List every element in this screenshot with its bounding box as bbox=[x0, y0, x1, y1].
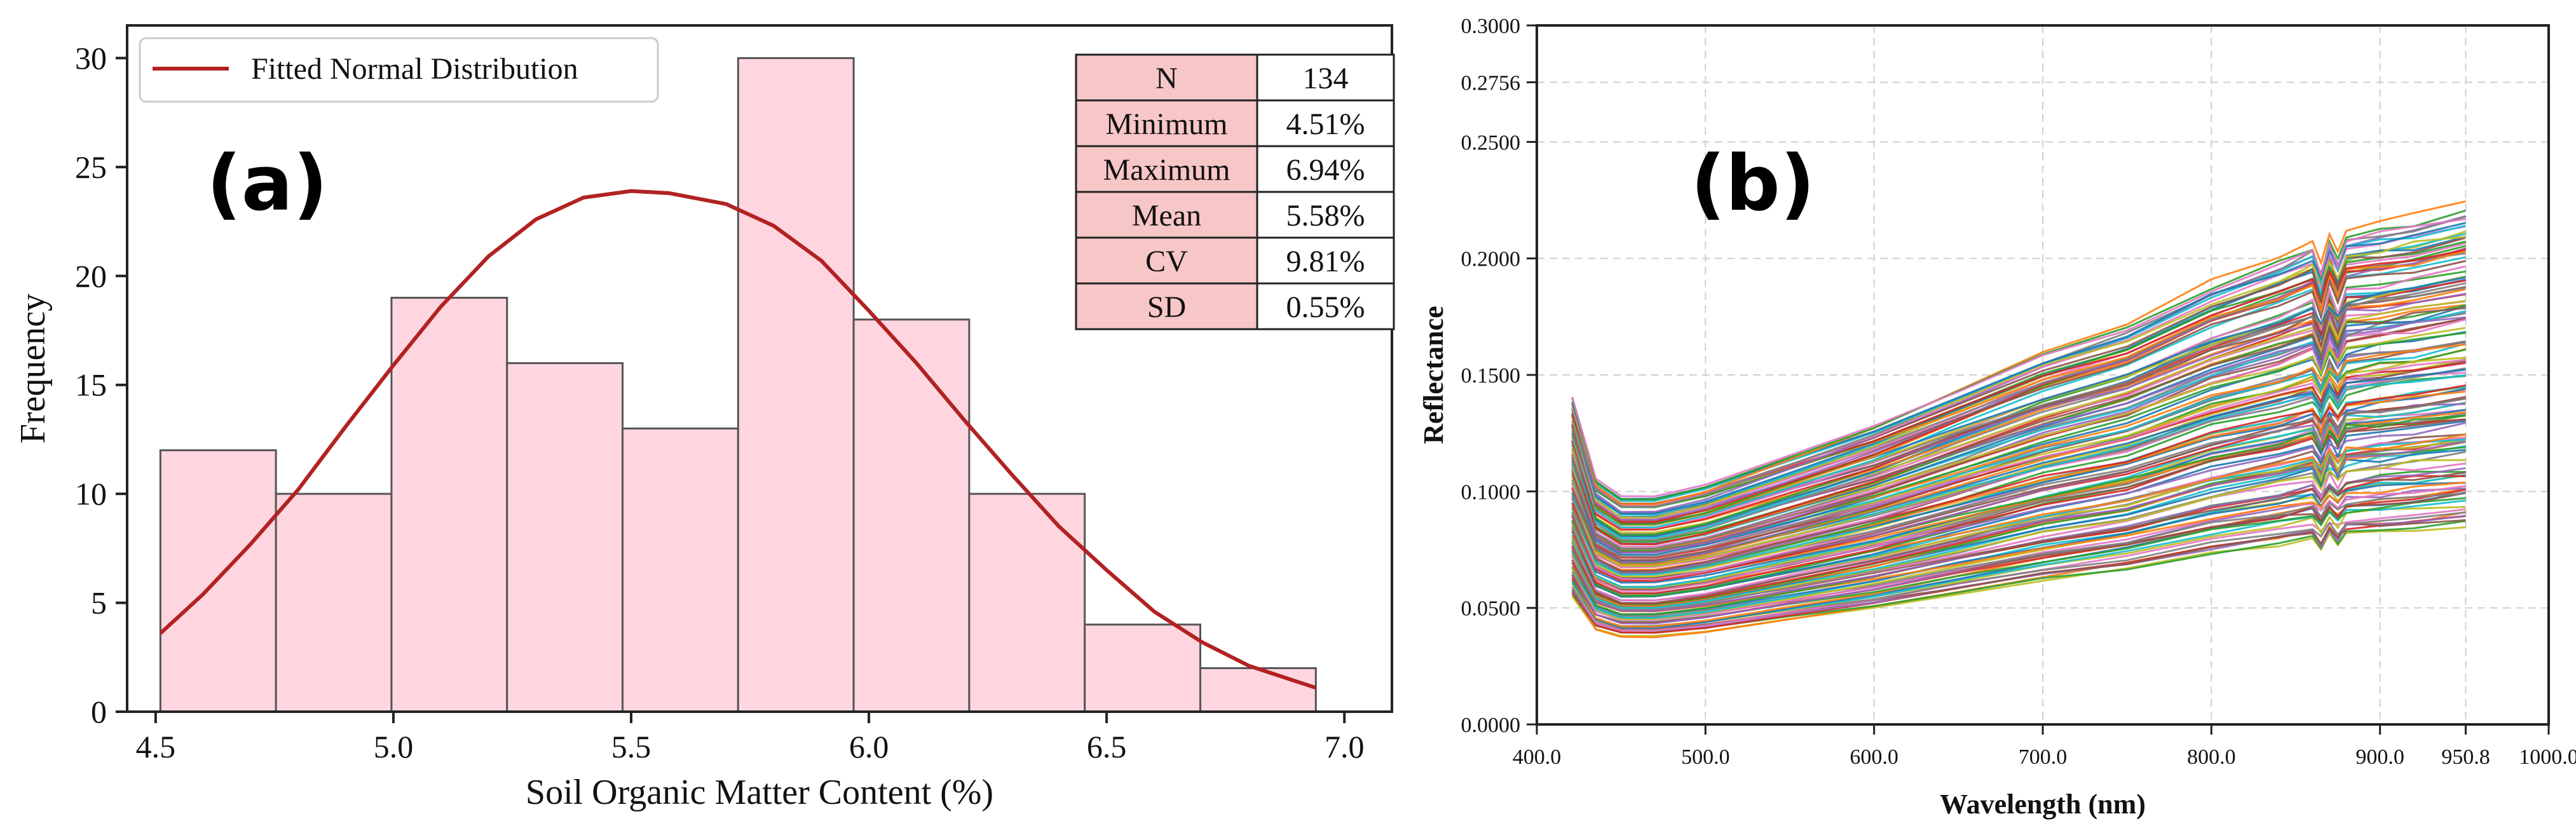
spectra-y-tick-label: 0.3000 bbox=[1461, 15, 1521, 38]
histogram-y-tick-label: 30 bbox=[75, 40, 107, 76]
spectra-panel: 400.0 500.0 600.0 700.0 800.0 900.0 950.8 1000.… bbox=[1418, 15, 2576, 820]
histogram-y-tick-label: 25 bbox=[75, 149, 107, 185]
spectra-x-tick-label: 600.0 bbox=[1850, 745, 1898, 769]
stats-value-n: 134 bbox=[1303, 62, 1349, 95]
statistics-table: N 134 Minimum 4.51% Maximum 6.94% Mean 5.58% CV 9… bbox=[1075, 53, 1395, 330]
spectra-x-tick-label: 700.0 bbox=[2019, 745, 2068, 769]
stats-value-cell bbox=[1256, 191, 1395, 239]
spectra-y-axis-label: Reflectance bbox=[1418, 306, 1449, 444]
stats-value-cv: 9.81% bbox=[1286, 245, 1365, 278]
spectrum-line-4 bbox=[1571, 515, 2466, 634]
histogram-bar-5 bbox=[622, 427, 739, 713]
spectrum-line-104 bbox=[1571, 279, 2466, 531]
histogram-y-tick-label: 20 bbox=[75, 258, 107, 294]
histogram-x-tick-label: 4.5 bbox=[136, 729, 176, 764]
stats-label-maximum: Maximum bbox=[1103, 153, 1230, 187]
stats-label-sd: SD bbox=[1147, 290, 1186, 324]
spectrum-line-17 bbox=[1571, 485, 2466, 621]
histogram-y-ticks: 0 5 10 15 20 25 30 bbox=[75, 40, 127, 730]
stats-label-minimum: Minimum bbox=[1105, 107, 1227, 141]
histogram-y-tick-label: 0 bbox=[91, 694, 107, 730]
spectrum-line-88 bbox=[1571, 312, 2466, 550]
stats-label-n: N bbox=[1155, 62, 1178, 95]
stats-value-sd: 0.55% bbox=[1286, 290, 1365, 324]
spectra-x-ticks: 400.0 500.0 600.0 700.0 800.0 900.0 950.8 1000.… bbox=[1513, 724, 2576, 769]
spectra-y-tick-label: 0.1500 bbox=[1461, 364, 1521, 388]
stats-label-cv: CV bbox=[1145, 245, 1188, 278]
spectra-x-axis-label: Wavelength (nm) bbox=[1940, 789, 2146, 820]
histogram-x-tick-label: 5.5 bbox=[611, 729, 651, 764]
stats-value-cell bbox=[1256, 53, 1395, 102]
spectra-y-tick-label: 0.0000 bbox=[1461, 714, 1521, 737]
histogram-x-tick-label: 6.0 bbox=[849, 729, 889, 764]
stats-label-cell bbox=[1075, 282, 1258, 330]
histogram-bar-2 bbox=[275, 492, 393, 713]
histogram-bar-7 bbox=[852, 318, 971, 713]
histogram-bar-9 bbox=[1084, 623, 1202, 713]
spectrum-line-132 bbox=[1571, 200, 2466, 505]
stats-label-mean: Mean bbox=[1132, 199, 1201, 233]
histogram-bar-3 bbox=[390, 297, 508, 713]
panel-a-label: (a) bbox=[207, 140, 328, 228]
histogram-y-tick-label: 10 bbox=[75, 476, 107, 512]
spectrum-line-7 bbox=[1571, 508, 2466, 632]
spectrum-line-115 bbox=[1571, 248, 2466, 521]
histogram-bar-4 bbox=[506, 362, 624, 713]
legend-entry-fitted-normal: Fitted Normal Distribution bbox=[251, 52, 578, 86]
histogram-x-tick-label: 7.0 bbox=[1325, 729, 1365, 764]
histogram-x-ticks: 4.5 5.0 5.5 6.0 6.5 7.0 bbox=[136, 712, 1365, 764]
spectrum-line-81 bbox=[1571, 330, 2466, 556]
spectra-x-tick-label: 1000.0 bbox=[2519, 745, 2576, 769]
spectra-y-tick-label: 0.2000 bbox=[1461, 248, 1521, 271]
spectra-y-tick-label: 0.2500 bbox=[1461, 131, 1521, 154]
spectrum-line-18 bbox=[1571, 492, 2466, 617]
fitted-normal-curve bbox=[159, 189, 1317, 690]
panel-b-label: (b) bbox=[1691, 140, 1815, 228]
stats-value-minimum: 4.51% bbox=[1286, 107, 1365, 141]
histogram-plot-frame bbox=[126, 24, 1393, 713]
spectra-y-ticks: 0.0000 0.0500 0.1000 0.1500 0.2000 0.2500 0.27… bbox=[1461, 15, 1537, 737]
stats-value-mean: 5.58% bbox=[1286, 199, 1365, 233]
histogram-bar-8 bbox=[968, 492, 1086, 713]
spectra-y-tick-label: 0.0500 bbox=[1461, 597, 1521, 621]
spectrum-line-30 bbox=[1571, 445, 2466, 609]
histogram-x-tick-label: 5.0 bbox=[374, 729, 414, 764]
histogram-bar-10 bbox=[1199, 667, 1317, 713]
stats-value-cell bbox=[1256, 99, 1395, 147]
histogram-x-tick-label: 6.5 bbox=[1087, 729, 1127, 764]
stats-value-cell bbox=[1256, 282, 1395, 330]
spectrum-line-99 bbox=[1571, 299, 2466, 534]
stats-value-maximum: 6.94% bbox=[1286, 153, 1365, 187]
histogram-bars bbox=[159, 57, 1317, 713]
spectra-x-tick-label: 500.0 bbox=[1681, 745, 1730, 769]
legend-box bbox=[139, 37, 659, 103]
spectra-x-tick-label: 950.8 bbox=[2441, 745, 2490, 769]
spectra-lines bbox=[1571, 200, 2466, 639]
stats-label-cell bbox=[1075, 191, 1258, 239]
spectra-x-tick-label: 800.0 bbox=[2187, 745, 2236, 769]
spectra-y-tick-label: 0.1000 bbox=[1461, 480, 1521, 504]
stats-label-cell bbox=[1075, 145, 1258, 193]
spectra-y-tick-label: 0.2756 bbox=[1461, 71, 1521, 95]
histogram-panel: 4.5 5.0 5.5 6.0 6.5 7.0 0 5 10 15 20 25 30 Soil Org… bbox=[13, 24, 1395, 812]
histogram-x-axis-label: Soil Organic Matter Content (%) bbox=[526, 773, 993, 812]
spectra-x-tick-label: 900.0 bbox=[2355, 745, 2404, 769]
stats-label-cell bbox=[1075, 53, 1258, 102]
spectra-x-tick-label: 400.0 bbox=[1513, 745, 1562, 769]
spectrum-line-133 bbox=[1571, 209, 2466, 501]
histogram-bar-6 bbox=[737, 57, 855, 713]
histogram-y-tick-label: 5 bbox=[91, 585, 107, 621]
histogram-legend: Fitted Normal Distribution bbox=[139, 37, 659, 103]
histogram-y-axis-label: Frequency bbox=[13, 294, 53, 444]
histogram-y-tick-label: 15 bbox=[75, 367, 107, 403]
spectrum-line-134 bbox=[1571, 218, 2466, 498]
stats-value-cell bbox=[1256, 145, 1395, 193]
